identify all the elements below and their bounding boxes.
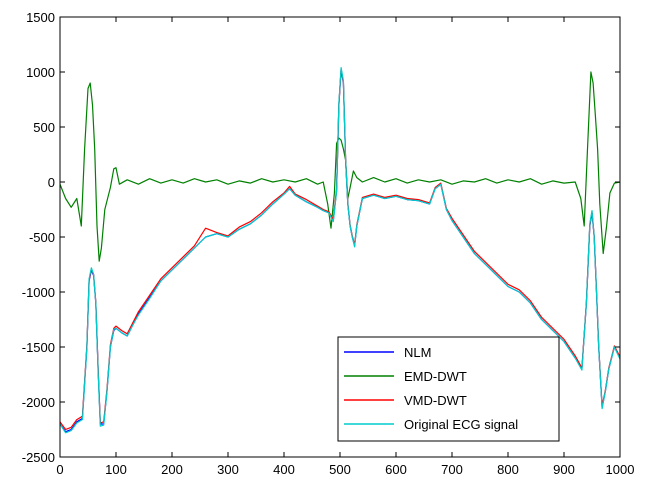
x-tick-label: 100 — [105, 462, 127, 477]
x-tick-label: 300 — [217, 462, 239, 477]
legend-label: NLM — [404, 345, 431, 360]
y-tick-label: 500 — [33, 120, 55, 135]
y-tick-label: -1000 — [22, 285, 55, 300]
y-tick-label: -2500 — [22, 450, 55, 465]
y-tick-label: -500 — [29, 230, 55, 245]
x-tick-label: 800 — [497, 462, 519, 477]
y-tick-label: -1500 — [22, 340, 55, 355]
legend-label: Original ECG signal — [404, 417, 518, 432]
y-tick-label: 1000 — [26, 65, 55, 80]
x-tick-label: 500 — [329, 462, 351, 477]
x-tick-label: 700 — [441, 462, 463, 477]
legend: NLM EMD-DWT VMD-DWT Original ECG signal — [337, 336, 560, 442]
y-tick-label: 1500 — [26, 10, 55, 25]
x-tick-label: 400 — [273, 462, 295, 477]
legend-label: EMD-DWT — [404, 369, 467, 384]
axis-layer: 0 100 200 300 400 500 600 700 800 900 1000 -2500 -20… — [22, 10, 635, 477]
y-tick-label: 0 — [48, 175, 55, 190]
x-tick-label: 0 — [56, 462, 63, 477]
y-tick-label: -2000 — [22, 395, 55, 410]
x-tick-label: 200 — [161, 462, 183, 477]
series-line-4 — [59, 67, 621, 434]
series-layer — [59, 67, 621, 434]
legend-label: VMD-DWT — [404, 393, 467, 408]
x-tick-label: 1000 — [606, 462, 635, 477]
x-tick-label: 900 — [553, 462, 575, 477]
x-tick-label: 600 — [385, 462, 407, 477]
